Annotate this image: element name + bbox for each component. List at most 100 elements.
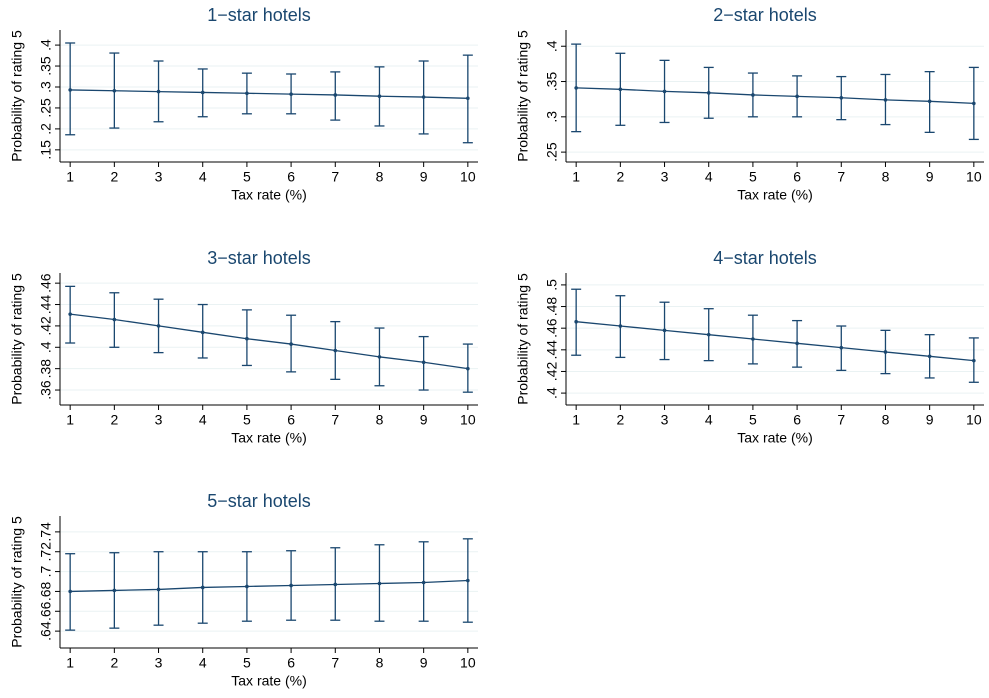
x-tick-label: 7: [837, 169, 845, 185]
x-tick-label: 4: [199, 412, 207, 428]
x-tick-label: 6: [287, 169, 295, 185]
y-tick-label: .4: [544, 387, 560, 399]
y-tick-label: .74: [38, 522, 54, 542]
y-tick-label: .66: [38, 601, 54, 621]
point: [466, 578, 470, 583]
x-tick-label: 10: [460, 655, 476, 671]
point: [245, 91, 249, 96]
x-tick-label: 10: [966, 169, 982, 185]
x-tick-label: 8: [376, 655, 384, 671]
point: [112, 588, 117, 593]
x-axis-label: Tax rate (%): [231, 673, 306, 689]
chart-title: 4−star hotels: [713, 248, 817, 268]
x-tick-label: 1: [66, 412, 74, 428]
point: [377, 94, 382, 99]
line: [70, 579, 468, 593]
x-tick-label: 2: [110, 655, 118, 671]
y-tick-label: .25: [38, 98, 54, 118]
y-tick-label: .38: [38, 359, 54, 379]
chart-title: 3−star hotels: [207, 248, 311, 268]
point: [795, 94, 799, 99]
point: [927, 99, 932, 104]
point: [377, 581, 382, 586]
x-tick-label: 4: [705, 169, 713, 185]
x-tick-label: 6: [793, 169, 801, 185]
x-tick-label: 7: [331, 412, 339, 428]
chart-title: 1−star hotels: [207, 5, 311, 25]
line: [70, 89, 468, 99]
chart-title: 5−star hotels: [207, 491, 311, 511]
x-tick-label: 10: [460, 412, 476, 428]
point: [839, 95, 844, 100]
x-tick-label: 5: [243, 655, 251, 671]
x-tick-label: 7: [331, 655, 339, 671]
point: [377, 355, 382, 359]
x-tick-label: 5: [749, 412, 757, 428]
x-tick-label: 9: [926, 412, 934, 428]
point: [245, 336, 249, 341]
point: [200, 330, 205, 335]
line: [576, 321, 974, 362]
point: [68, 589, 72, 594]
point: [839, 345, 844, 350]
x-tick-label: 7: [837, 412, 845, 428]
point: [289, 342, 293, 346]
x-axis-label: Tax rate (%): [231, 187, 306, 203]
x-tick-label: 8: [882, 412, 890, 428]
x-tick-label: 2: [110, 412, 118, 428]
y-tick-label: .46: [38, 273, 54, 293]
point: [245, 584, 249, 589]
x-tick-label: 9: [926, 169, 934, 185]
x-tick-label: 6: [287, 412, 295, 428]
x-tick-label: 4: [199, 655, 207, 671]
y-tick-label: .7: [38, 566, 54, 578]
point: [200, 585, 205, 590]
x-tick-label: 6: [793, 412, 801, 428]
y-tick-label: .44: [38, 295, 54, 315]
x-tick-label: 7: [331, 169, 339, 185]
point: [795, 341, 799, 346]
x-tick-label: 3: [661, 412, 669, 428]
y-tick-label: .42: [544, 362, 560, 382]
chart-title: 2−star hotels: [713, 5, 817, 25]
y-tick-label: .46: [544, 318, 560, 338]
y-tick-label: .64: [38, 621, 54, 641]
point: [706, 332, 711, 337]
point: [883, 350, 888, 354]
x-tick-label: 5: [243, 169, 251, 185]
x-tick-label: 8: [882, 169, 890, 185]
y-tick-label: .3: [544, 111, 560, 123]
y-tick-label: .2: [38, 123, 54, 135]
x-tick-label: 2: [616, 169, 624, 185]
y-tick-label: .25: [544, 142, 560, 162]
point: [289, 583, 293, 588]
x-axis-label: Tax rate (%): [737, 187, 812, 203]
point: [466, 366, 470, 371]
point: [574, 86, 578, 90]
point: [751, 337, 755, 341]
y-axis-label: Probability of rating 5: [515, 273, 531, 405]
x-tick-label: 5: [749, 169, 757, 185]
x-axis-label: Tax rate (%): [737, 430, 812, 446]
y-tick-label: .4: [38, 39, 54, 51]
x-tick-label: 5: [243, 412, 251, 428]
x-tick-label: 1: [66, 169, 74, 185]
y-axis-label: Probability of rating 5: [9, 30, 25, 162]
point: [156, 89, 161, 94]
x-tick-label: 9: [420, 169, 428, 185]
x-axis-label: Tax rate (%): [231, 430, 306, 446]
y-tick-label: .4: [38, 341, 54, 353]
y-axis-label: Probability of rating 5: [9, 516, 25, 648]
point: [112, 317, 117, 322]
point: [972, 358, 976, 363]
y-tick-label: .72: [38, 542, 54, 562]
x-tick-label: 6: [287, 655, 295, 671]
point: [156, 324, 161, 328]
x-tick-label: 2: [616, 412, 624, 428]
point: [466, 96, 470, 101]
x-tick-label: 10: [460, 169, 476, 185]
point: [751, 93, 755, 97]
y-tick-label: .4: [544, 40, 560, 52]
x-tick-label: 8: [376, 412, 384, 428]
point: [112, 88, 117, 93]
